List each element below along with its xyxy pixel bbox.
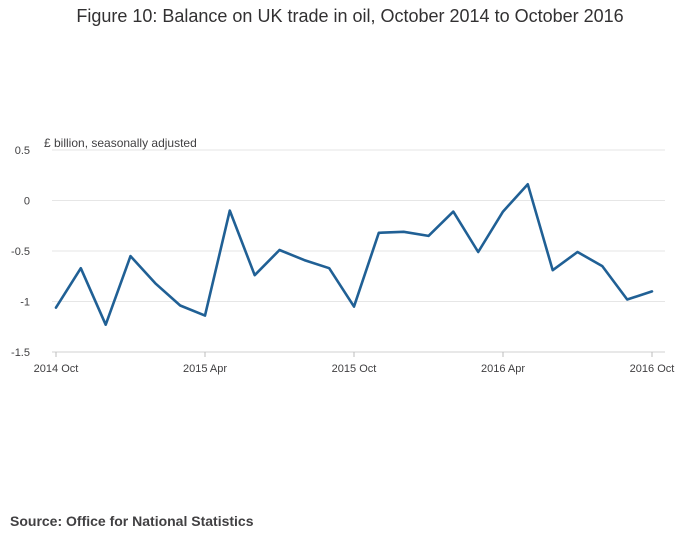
series-line — [54, 183, 654, 327]
x-tick-label: 2016 Oct — [630, 363, 675, 375]
data-point[interactable] — [474, 248, 482, 256]
data-point[interactable] — [574, 248, 582, 256]
x-tick-label: 2015 Oct — [332, 363, 377, 375]
y-tick-label: -0.5 — [11, 246, 30, 258]
y-axis-label: £ billion, seasonally adjusted — [44, 136, 197, 150]
y-tick-label: -1 — [20, 297, 30, 309]
data-point[interactable] — [276, 246, 284, 254]
data-point[interactable] — [300, 256, 308, 264]
chart-title: Figure 10: Balance on UK trade in oil, O… — [76, 6, 624, 26]
y-tick-label: 0 — [24, 196, 30, 208]
data-point[interactable] — [375, 229, 383, 237]
y-tick-label: -1.5 — [11, 347, 30, 359]
data-point[interactable] — [102, 321, 110, 329]
data-point[interactable] — [648, 287, 656, 295]
x-axis-ticks: 2014 Oct 2015 Apr 2015 Oct 2016 Apr 2016 Oct — [34, 352, 675, 375]
data-point[interactable] — [598, 262, 606, 270]
data-point[interactable] — [449, 208, 457, 216]
data-point[interactable] — [52, 304, 60, 312]
data-point[interactable] — [499, 208, 507, 216]
data-point[interactable] — [226, 207, 234, 215]
source-note: Source: Office for National Statistics — [10, 513, 254, 529]
data-point[interactable] — [151, 279, 159, 287]
x-tick-label: 2015 Apr — [183, 363, 227, 375]
x-tick-label: 2014 Oct — [34, 363, 79, 375]
data-point[interactable] — [127, 252, 135, 260]
y-tick-label: 0.5 — [15, 145, 30, 157]
data-point[interactable] — [325, 264, 333, 272]
data-point[interactable] — [201, 312, 209, 320]
data-point[interactable] — [176, 302, 184, 310]
data-point[interactable] — [623, 295, 631, 303]
gridlines — [52, 149, 665, 353]
data-point[interactable] — [425, 232, 433, 240]
data-point[interactable] — [77, 264, 85, 272]
data-point[interactable] — [400, 228, 408, 236]
data-point[interactable] — [251, 271, 259, 279]
data-point[interactable] — [524, 180, 532, 188]
data-point[interactable] — [350, 303, 358, 311]
x-tick-label: 2016 Apr — [481, 363, 525, 375]
y-axis-ticks: 0.5 0 -0.5 -1 -1.5 — [11, 145, 30, 359]
series-layer — [52, 180, 656, 329]
data-point[interactable] — [549, 266, 557, 274]
